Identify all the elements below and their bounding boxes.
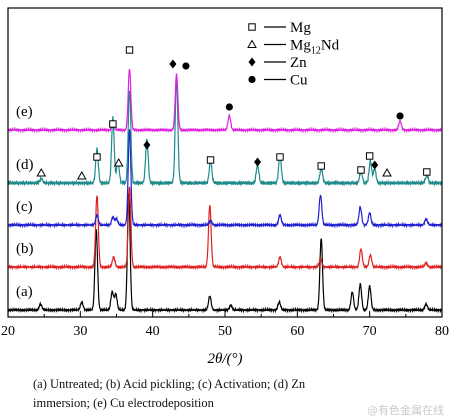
peak-marker-filled-diamond — [254, 157, 262, 167]
peak-marker-open-square — [365, 152, 374, 160]
x-tick-label: 40 — [146, 324, 160, 339]
peak-marker-open-square — [109, 120, 117, 128]
x-axis-label: 2θ/(°) — [207, 351, 242, 367]
trace-label-b: (b) — [16, 241, 34, 257]
legend-label: Mg — [290, 20, 311, 36]
caption-line-1: (a) Untreated; (b) Acid pickling; (c) Ac… — [33, 377, 306, 391]
trace-label-c: (c) — [16, 199, 33, 215]
peak-marker-filled-circle — [396, 112, 404, 120]
peak-marker-open-square — [357, 166, 365, 174]
markers-layer — [36, 46, 431, 180]
legend-symbol-filled-diamond — [248, 57, 256, 67]
series-line-d — [7, 76, 443, 187]
caption-line-2: immersion; (e) Cu electrodeposition — [33, 396, 214, 410]
peak-marker-open-square — [276, 153, 284, 161]
peak-marker-filled-diamond — [169, 59, 177, 69]
plot-frame — [7, 7, 443, 318]
peak-marker-open-triangle — [76, 170, 87, 180]
traces-layer — [7, 68, 443, 314]
peak-marker-filled-circle — [182, 62, 190, 70]
legend-symbol-filled-circle — [248, 75, 256, 84]
peak-marker-filled-circle — [225, 103, 233, 111]
peak-marker-open-triangle — [382, 167, 392, 177]
figure-caption: (a) Untreated; (b) Acid pickling; (c) Ac… — [33, 375, 443, 413]
watermark: @有色金属在线 — [367, 404, 444, 417]
peak-marker-open-triangle — [113, 157, 124, 167]
peak-marker-open-square — [206, 156, 215, 164]
legend-symbol-open-triangle — [247, 39, 257, 48]
x-tick-label: 20 — [1, 324, 15, 339]
legend-label: Zn — [290, 55, 307, 71]
x-axis-ticks: 20 30 40 50 60 70 80 — [1, 311, 449, 339]
peak-marker-open-square — [423, 168, 431, 176]
legend-label: Mg12Nd — [290, 38, 340, 57]
trace-label-d: (d) — [16, 157, 34, 173]
legend-label: Cu — [290, 73, 308, 89]
series-line-e — [7, 68, 443, 134]
x-tick-label: 70 — [363, 324, 377, 339]
peak-marker-open-square — [317, 162, 325, 170]
trace-label-a: (a) — [16, 284, 33, 300]
series-line-a — [7, 193, 443, 314]
x-tick-label: 60 — [290, 324, 304, 339]
peak-marker-filled-diamond — [143, 140, 151, 150]
x-tick-label: 50 — [218, 324, 232, 339]
x-tick-label: 30 — [73, 324, 87, 339]
legend-symbol-open-square — [248, 23, 256, 31]
peak-marker-open-square — [93, 153, 101, 161]
series-line-b — [7, 186, 443, 271]
x-tick-label: 80 — [435, 324, 449, 339]
peak-marker-filled-diamond — [371, 160, 379, 170]
series-line-c — [7, 129, 443, 229]
peak-marker-open-square — [125, 46, 134, 54]
peak-marker-open-triangle — [36, 167, 47, 177]
trace-label-e: (e) — [16, 104, 33, 120]
trace-labels-layer: (a) (b) (c) (d) (e) — [16, 104, 34, 300]
